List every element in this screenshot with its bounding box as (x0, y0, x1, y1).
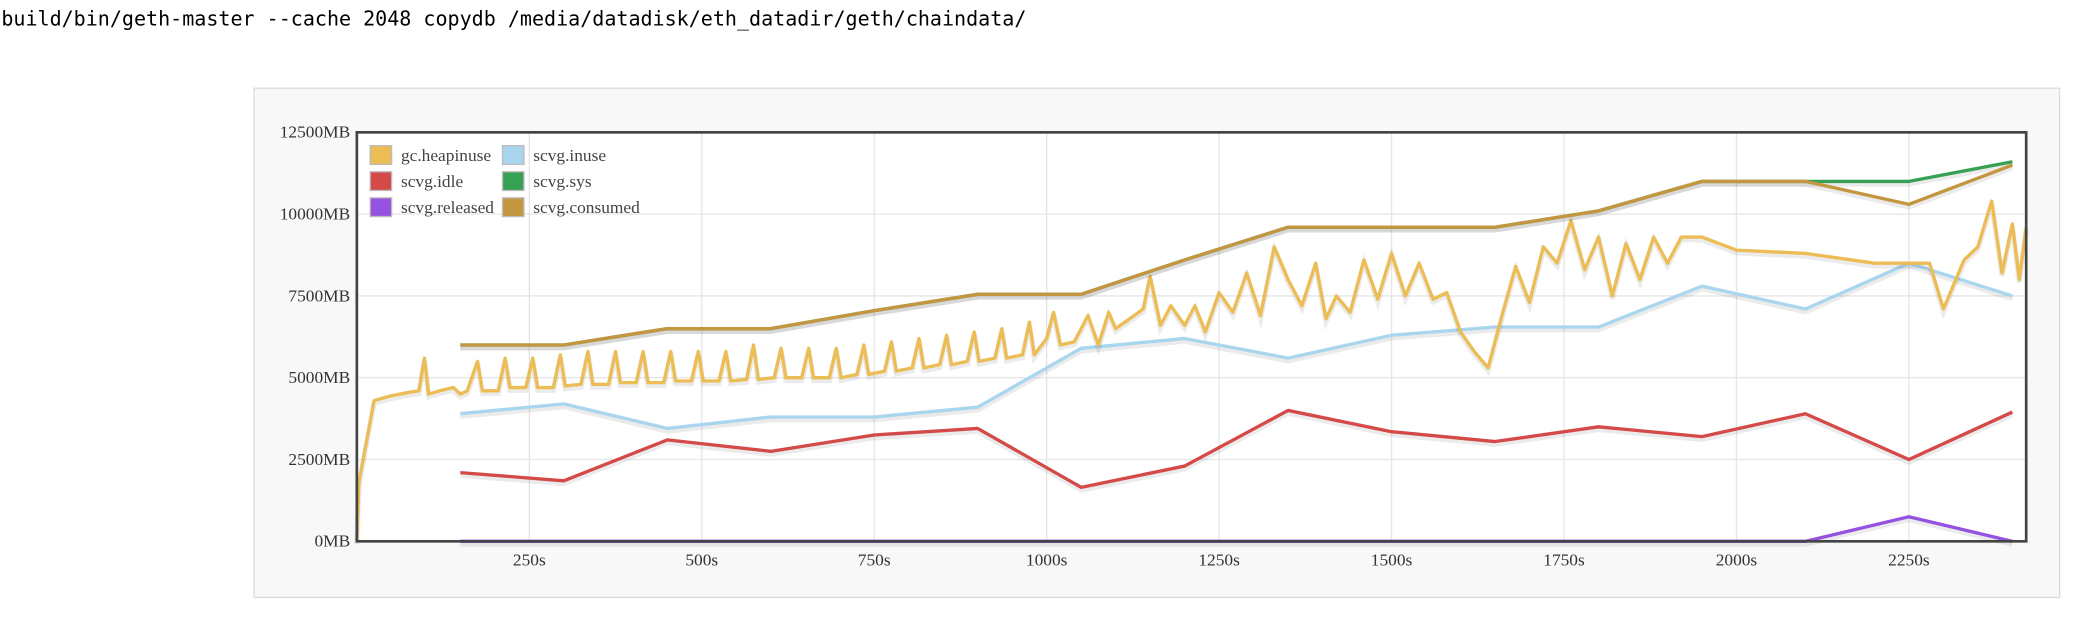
x-tick-label: 750s (858, 550, 891, 569)
legend-label: scvg.idle (401, 172, 463, 191)
series-shadow (460, 410, 2014, 493)
legend-label: scvg.consumed (533, 198, 640, 217)
x-tick-label: 1000s (1026, 550, 1068, 569)
x-tick-label: 1750s (1543, 550, 1585, 569)
series-shadow (460, 263, 2014, 434)
legend-swatch (369, 145, 393, 166)
legend-label: scvg.sys (533, 172, 592, 191)
plot-area (356, 132, 2027, 542)
y-tick-label: 7500MB (288, 286, 350, 305)
x-tick-label: 500s (685, 550, 718, 569)
legend-label: gc.heapinuse (401, 146, 491, 165)
legend-swatch (501, 171, 525, 192)
y-tick-label: 12500MB (280, 123, 350, 142)
x-tick-label: 2000s (1716, 550, 1758, 569)
legend-label: scvg.inuse (533, 146, 606, 165)
y-tick-label: 0MB (314, 532, 350, 551)
series-shadow (460, 165, 2014, 351)
series-line (460, 261, 2013, 431)
command-line: build/bin/geth-master --cache 2048 copyd… (1, 6, 1026, 30)
legend-label: scvg.released (401, 198, 494, 217)
series-line (460, 163, 2013, 347)
series-line (355, 199, 2028, 542)
x-tick-label: 2250s (1888, 550, 1930, 569)
plot-border (355, 130, 2028, 543)
y-tick-label: 5000MB (288, 368, 350, 387)
legend-swatch (369, 197, 393, 218)
series-line (460, 408, 2014, 490)
x-tick-label: 250s (513, 550, 546, 569)
x-tick-label: 1250s (1198, 550, 1240, 569)
series-shadow (460, 161, 2013, 351)
series-shadow (460, 516, 2014, 547)
y-tick-label: 2500MB (288, 450, 350, 469)
y-tick-label: 10000MB (280, 204, 350, 223)
legend-swatch (501, 197, 525, 218)
x-tick-label: 1500s (1371, 550, 1413, 569)
legend-swatch (369, 171, 393, 192)
legend-swatch (501, 145, 525, 166)
